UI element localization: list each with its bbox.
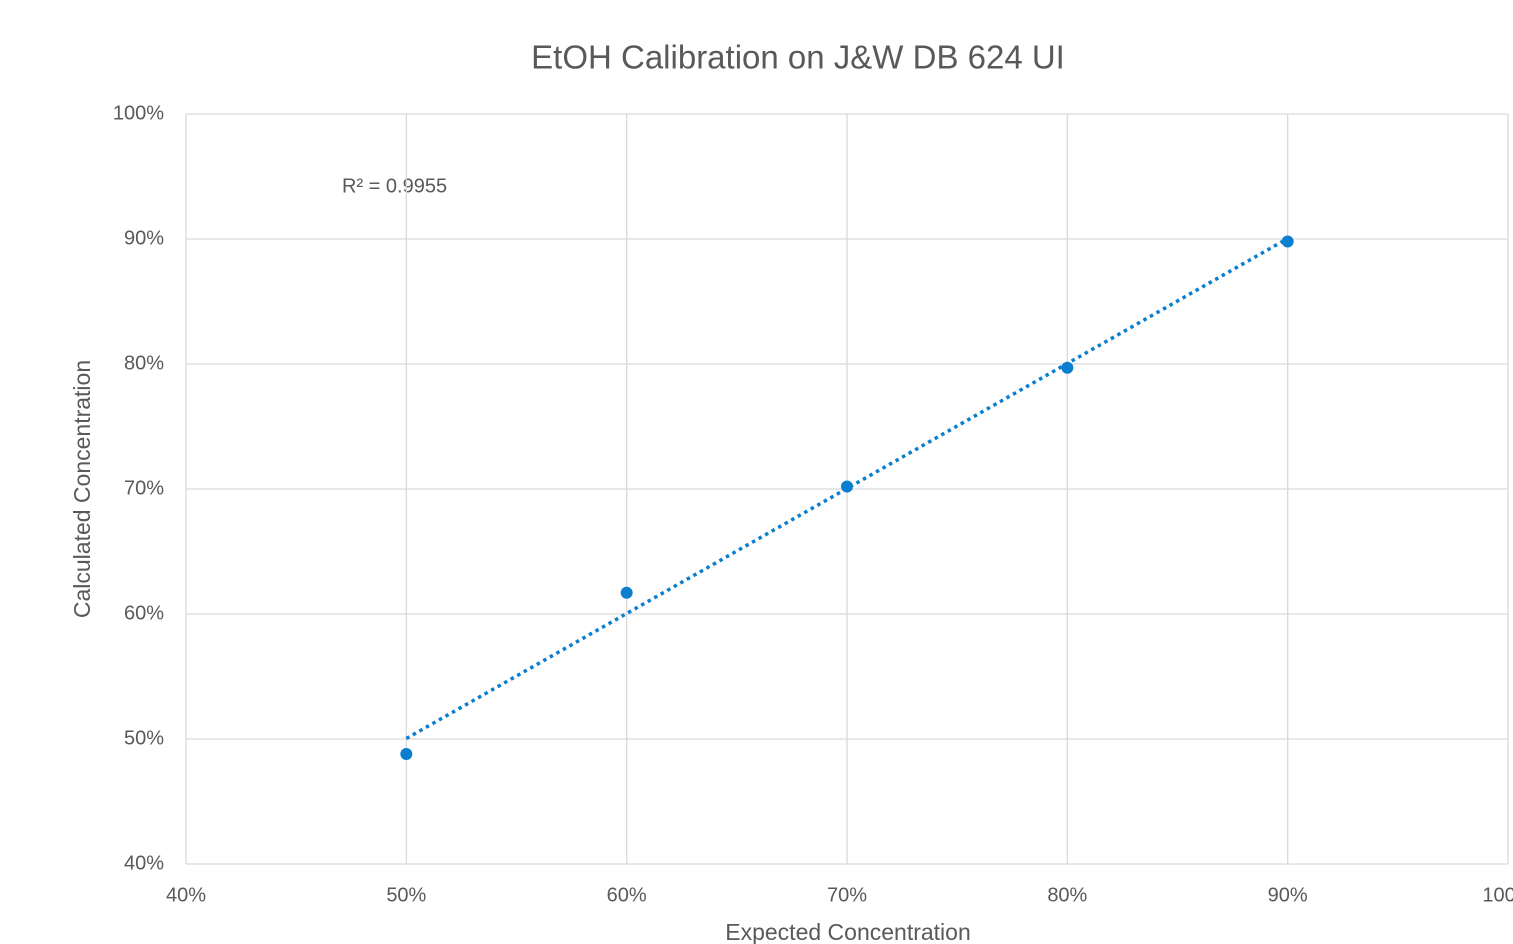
y-tick-label: 90% <box>124 227 164 249</box>
y-tick-label: 60% <box>124 602 164 624</box>
data-point <box>841 480 853 493</box>
y-axis-title: Calculated Concentration <box>69 360 95 618</box>
chart-title: EtOH Calibration on J&W DB 624 UI <box>531 39 1065 76</box>
data-point <box>1061 361 1074 374</box>
data-point <box>1281 235 1294 248</box>
x-tick-label: 70% <box>827 884 867 906</box>
x-tick-label: 50% <box>386 884 426 906</box>
x-tick-label: 80% <box>1047 884 1087 906</box>
x-tick-label: 60% <box>607 884 647 906</box>
x-tick-label: 100% <box>1482 884 1513 906</box>
x-tick-label: 90% <box>1268 884 1308 906</box>
y-tick-label: 40% <box>124 852 164 874</box>
y-tick-label: 100% <box>113 102 164 124</box>
y-tick-label: 50% <box>124 727 164 749</box>
y-tick-label: 80% <box>124 352 164 374</box>
data-point <box>400 748 413 760</box>
y-tick-label: 70% <box>124 477 164 499</box>
x-axis-title: Expected Concentration <box>725 919 971 944</box>
x-tick-label: 40% <box>166 884 206 906</box>
data-point <box>620 586 633 599</box>
r-squared-annotation: R² = 0.9955 <box>342 175 447 197</box>
